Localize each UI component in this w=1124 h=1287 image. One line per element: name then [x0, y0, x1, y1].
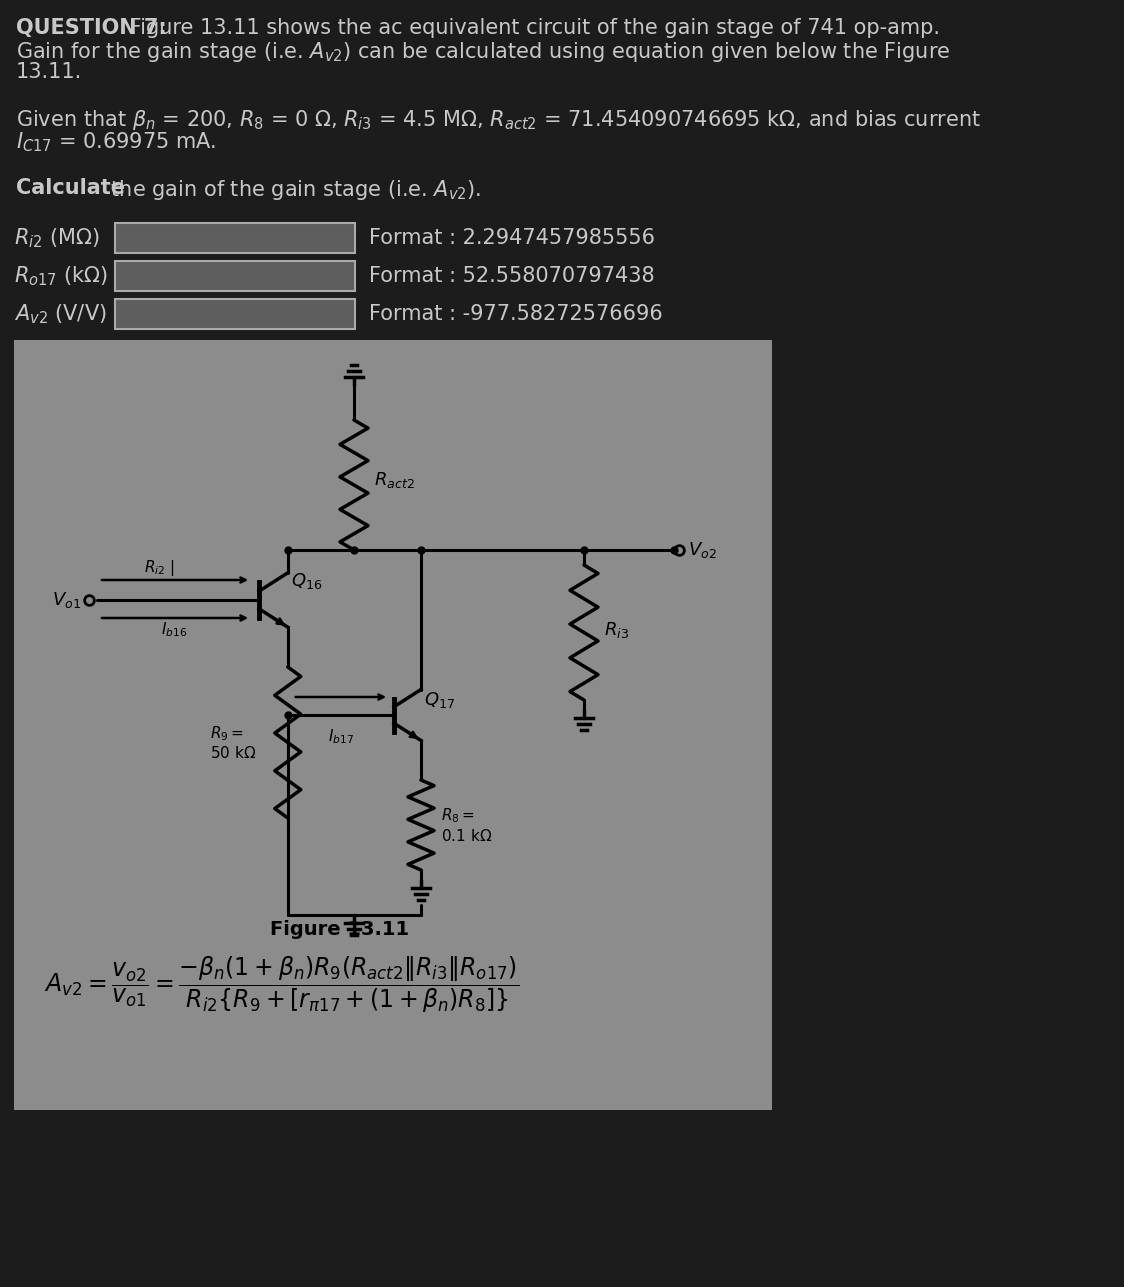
Text: Figure 13.11 shows the ac equivalent circuit of the gain stage of 741 op-amp.: Figure 13.11 shows the ac equivalent cir…	[123, 18, 940, 39]
Text: $I_{b17}$: $I_{b17}$	[328, 727, 354, 745]
Text: $Q_{17}$: $Q_{17}$	[425, 690, 455, 710]
Text: the gain of the gain stage (i.e. $A_{v2}$).: the gain of the gain stage (i.e. $A_{v2}…	[105, 178, 481, 202]
Bar	[13, 340, 772, 1109]
Text: $R_{i2}$ (M$\Omega$): $R_{i2}$ (M$\Omega$)	[13, 227, 100, 250]
Text: $R_{i2}\ |$: $R_{i2}\ |$	[144, 559, 174, 578]
Text: $Q_{16}$: $Q_{16}$	[291, 571, 323, 591]
Text: QUESTION 7:: QUESTION 7:	[16, 18, 166, 39]
Text: Format : 2.2947457985556: Format : 2.2947457985556	[369, 228, 655, 248]
Bar	[115, 299, 355, 329]
Text: $R_9 =$
$50\ \mathrm{k}\Omega$: $R_9 =$ $50\ \mathrm{k}\Omega$	[210, 723, 256, 761]
Text: $I_{b16}$: $I_{b16}$	[161, 620, 187, 640]
Text: $A_{v2} = \dfrac{v_{o2}}{v_{o1}} = \dfrac{-\beta_n(1+\beta_n)R_9(R_{act2}\|R_{i3: $A_{v2} = \dfrac{v_{o2}}{v_{o1}} = \dfra…	[44, 955, 519, 1015]
Text: Calculate: Calculate	[16, 178, 125, 198]
Text: $R_{i3}$: $R_{i3}$	[604, 620, 629, 640]
Text: $V_{o1}$: $V_{o1}$	[52, 589, 81, 610]
Text: $V_{o2}$: $V_{o2}$	[688, 541, 717, 560]
Bar	[115, 223, 355, 254]
Text: Format : 52.558070797438: Format : 52.558070797438	[369, 266, 654, 286]
Text: $I_{C17}$ = 0.69975 mA.: $I_{C17}$ = 0.69975 mA.	[16, 130, 216, 153]
Text: $R_{o17}$ (k$\Omega$): $R_{o17}$ (k$\Omega$)	[13, 264, 108, 288]
Text: Format : -977.58272576696: Format : -977.58272576696	[369, 304, 663, 324]
Text: $R_8 =$
$0.1\ \mathrm{k}\Omega$: $R_8 =$ $0.1\ \mathrm{k}\Omega$	[441, 807, 492, 844]
Text: Gain for the gain stage (i.e. $A_{v2}$) can be calculated using equation given b: Gain for the gain stage (i.e. $A_{v2}$) …	[16, 40, 951, 64]
Text: Given that $\beta_n$ = 200, $R_8$ = 0 $\Omega$, $R_{i3}$ = 4.5 M$\Omega$, $R_{ac: Given that $\beta_n$ = 200, $R_8$ = 0 $\…	[16, 108, 981, 133]
Text: 13.11.: 13.11.	[16, 62, 82, 82]
Text: $A_{v2}$ (V/V): $A_{v2}$ (V/V)	[13, 302, 107, 326]
Text: $R_{act2}$: $R_{act2}$	[374, 470, 415, 490]
Bar	[115, 261, 355, 291]
Text: Figure 13.11: Figure 13.11	[271, 920, 409, 940]
